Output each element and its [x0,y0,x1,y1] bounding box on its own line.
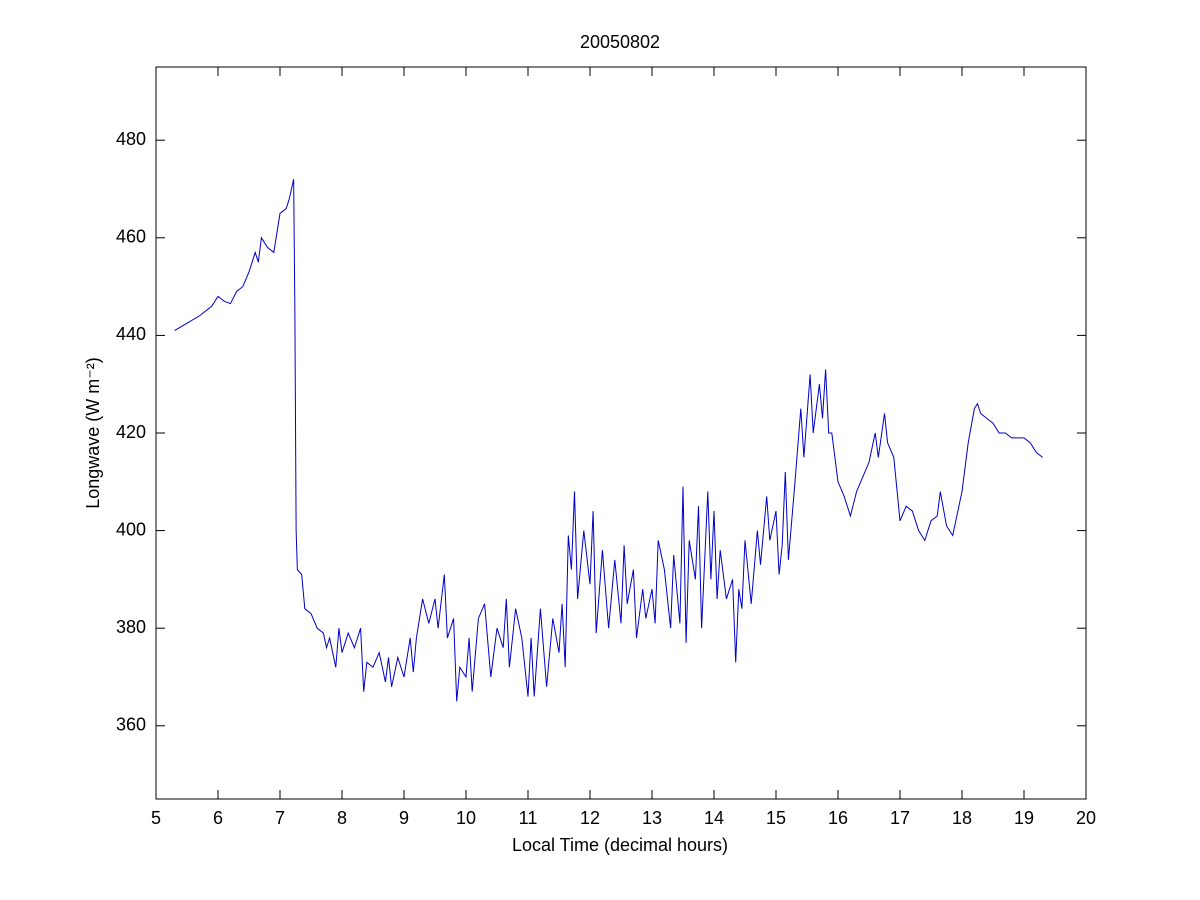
x-tick-label: 11 [519,808,538,828]
x-tick-label: 8 [337,808,347,828]
y-tick-label: 460 [116,227,146,247]
x-tick-label: 16 [828,808,848,828]
y-axis-label: Longwave (W m⁻²) [83,357,103,509]
chart-title: 20050802 [580,32,660,52]
x-tick-label: 13 [642,808,662,828]
data-line [174,179,1043,702]
x-tick-label: 15 [766,808,786,828]
x-tick-label: 14 [704,808,724,828]
x-tick-label: 10 [456,808,476,828]
plot-frame [155,66,1087,800]
x-tick-label: 6 [213,808,223,828]
y-tick-label: 420 [116,422,146,442]
y-tick-label: 400 [116,519,146,539]
y-tick-label: 360 [116,715,146,735]
x-tick-label: 12 [580,808,600,828]
x-tick-label: 18 [952,808,972,828]
x-tick-label: 20 [1076,808,1096,828]
x-tick-label: 19 [1014,808,1034,828]
x-axis-label: Local Time (decimal hours) [512,835,728,855]
x-tick-label: 7 [275,808,285,828]
x-tick-label: 9 [399,808,409,828]
x-tick-label: 17 [890,808,910,828]
y-tick-label: 480 [116,129,146,149]
y-tick-label: 380 [116,617,146,637]
y-tick-label: 440 [116,324,146,344]
x-tick-label: 5 [151,808,161,828]
